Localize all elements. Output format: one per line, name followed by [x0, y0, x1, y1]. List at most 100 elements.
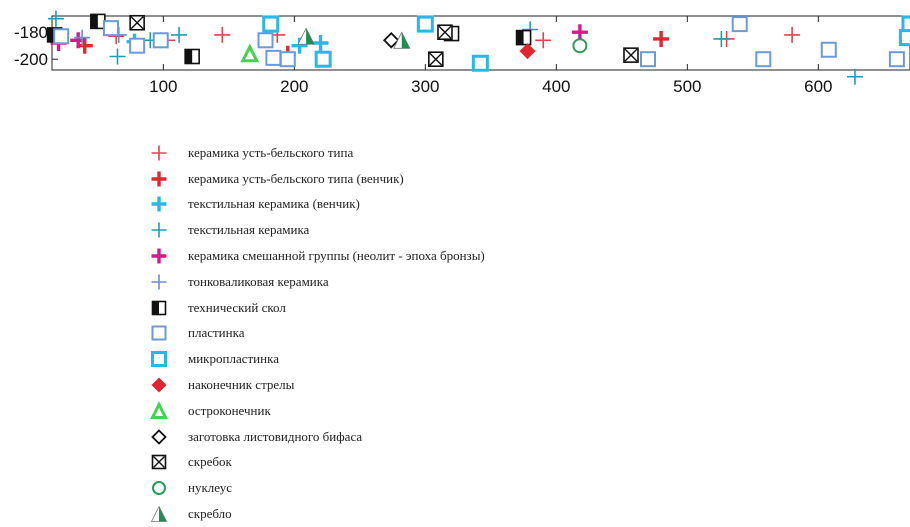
data-point [846, 68, 863, 85]
legend-marker [151, 300, 167, 315]
data-point [47, 10, 64, 27]
data-point [184, 48, 200, 65]
legend-item: заготовка листовидного бифаса [148, 424, 485, 450]
legend-label: микропластинка [188, 351, 279, 367]
data-point [731, 16, 748, 33]
legend-label: тонковаликовая керамика [188, 273, 329, 289]
legend-marker [151, 325, 167, 341]
legend-label: технический скол [188, 299, 286, 315]
data-point [515, 29, 532, 46]
data-point [214, 26, 231, 43]
legend-label: скребок [188, 454, 232, 470]
legend-item: пластинка [148, 321, 485, 347]
data-point [623, 47, 639, 63]
legend-label: керамика усть-бельского типа (венчик) [188, 170, 404, 186]
y-tick-label: -180 [14, 23, 48, 42]
data-point [90, 13, 106, 30]
data-point [640, 51, 657, 68]
legend-item: тонковаликовая керамика [148, 269, 485, 295]
data-point [713, 30, 730, 47]
legend-marker [151, 222, 167, 238]
legend-marker [150, 505, 168, 522]
data-point [74, 29, 91, 46]
legend-label: заготовка листовидного бифаса [188, 428, 363, 444]
legend-marker [151, 145, 167, 161]
legend-item: наконечник стрелы [148, 372, 485, 398]
legend-item: керамика смешанной группы (неолит - эпох… [148, 243, 485, 269]
x-tick-label: 600 [804, 77, 832, 96]
legend-marker [151, 196, 167, 212]
legend-marker [150, 401, 168, 419]
data-points [46, 10, 910, 85]
legend-item: текстильная керамика (венчик) [148, 192, 485, 218]
x-tick-label: 400 [542, 77, 570, 96]
data-point [265, 49, 282, 66]
data-point [314, 50, 332, 68]
data-point [257, 32, 274, 49]
x-tick-label: 100 [149, 77, 177, 96]
data-point [129, 37, 146, 54]
data-point [152, 32, 169, 49]
legend-label: скребло [188, 506, 232, 522]
data-point [888, 51, 905, 68]
data-point [572, 38, 588, 54]
data-point [571, 24, 588, 41]
legend-marker [151, 171, 167, 187]
data-point [171, 26, 188, 43]
legend-label: нуклеус [188, 480, 232, 496]
data-point [820, 41, 837, 58]
legend-item: текстильная керамика [148, 217, 485, 243]
data-point [291, 37, 308, 54]
data-point [262, 15, 280, 33]
legend-item: нуклеус [148, 475, 485, 501]
legend-item: скребло [148, 501, 485, 527]
legend: керамика усть-бельского типа керамика уст… [148, 140, 485, 527]
data-point [519, 43, 536, 60]
legend-item: остроконечник [148, 398, 485, 424]
data-point [898, 29, 910, 47]
data-point [70, 32, 87, 49]
legend-marker [151, 455, 167, 470]
legend-marker [151, 248, 167, 264]
tick-labels: 100 200 300 400 500 600 -180 -200 [14, 23, 833, 96]
data-point [428, 51, 444, 68]
data-point [437, 24, 453, 41]
legend-marker [151, 351, 167, 368]
data-point [102, 20, 119, 37]
x-tick-label: 200 [280, 77, 308, 96]
legend-marker [151, 274, 167, 290]
legend-label: текстильная керамика [188, 222, 310, 238]
data-point [382, 32, 400, 49]
data-point [240, 43, 260, 63]
legend-item: керамика усть-бельского типа (венчик) [148, 166, 485, 192]
legend-item: технический скол [148, 295, 485, 321]
data-point [416, 15, 434, 33]
x-tick-label: 300 [411, 77, 439, 96]
scatter-plot: 100 200 300 400 500 600 -180 -200 [14, 10, 910, 96]
legend-item: микропластинка [148, 346, 485, 372]
x-tick-label: 500 [673, 77, 701, 96]
legend-marker [151, 377, 167, 393]
legend-item: керамика усть-бельского типа [148, 140, 485, 166]
data-point [109, 48, 126, 65]
y-tick-label: -200 [14, 50, 48, 69]
legend-label: остроконечник [188, 402, 271, 418]
data-point [53, 28, 70, 45]
data-point [471, 54, 489, 72]
legend-label: пластинка [188, 325, 245, 341]
data-point [653, 30, 670, 47]
legend-label: наконечник стрелы [188, 377, 295, 393]
legend-label: керамика смешанной группы (неолит - эпох… [188, 248, 485, 264]
legend-label: текстильная керамика (венчик) [188, 196, 360, 212]
data-point [393, 31, 411, 49]
legend-marker [152, 481, 166, 496]
data-point [312, 35, 329, 51]
data-point [901, 15, 910, 33]
data-point [279, 51, 296, 68]
legend-marker [151, 428, 167, 445]
data-point [129, 14, 145, 31]
data-point [755, 51, 772, 68]
data-point [535, 32, 552, 49]
data-point [297, 27, 315, 45]
legend-label: керамика усть-бельского типа [188, 144, 354, 160]
